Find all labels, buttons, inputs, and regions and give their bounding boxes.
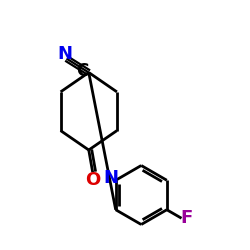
Text: N: N [104, 169, 119, 187]
Text: N: N [58, 44, 73, 62]
Text: F: F [180, 208, 193, 226]
Text: C: C [76, 62, 88, 80]
Text: O: O [85, 172, 100, 190]
